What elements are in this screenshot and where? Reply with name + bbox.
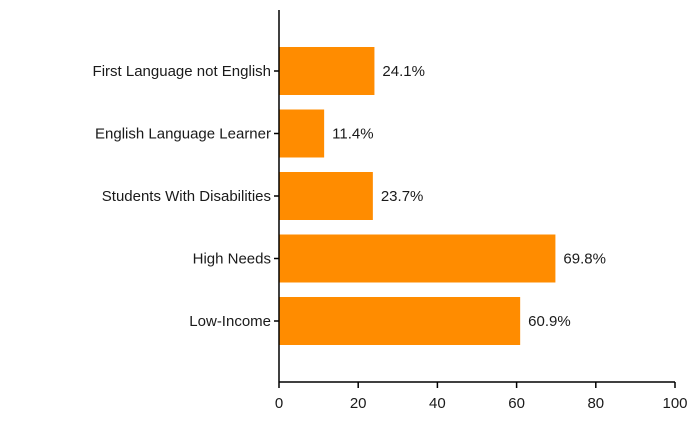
value-label-4: 60.9% xyxy=(528,313,571,330)
value-label-3: 69.8% xyxy=(563,251,606,268)
bar-2 xyxy=(279,172,373,220)
value-label-0: 24.1% xyxy=(382,63,425,80)
category-label-0: First Language not English xyxy=(93,63,271,80)
x-tick-label-1: 20 xyxy=(350,395,367,412)
x-tick-label-4: 80 xyxy=(587,395,604,412)
value-label-2: 23.7% xyxy=(381,188,424,205)
category-label-1: English Language Learner xyxy=(95,126,271,143)
category-label-2: Students With Disabilities xyxy=(102,188,271,205)
category-label-3: High Needs xyxy=(193,251,271,268)
x-tick-label-3: 60 xyxy=(508,395,525,412)
category-label-4: Low-Income xyxy=(189,313,271,330)
value-labels: 24.1% 11.4% 23.7% 69.8% 60.9% xyxy=(332,63,606,330)
bar-3 xyxy=(279,234,556,283)
category-labels: First Language not English English Langua… xyxy=(93,63,271,330)
bar-4 xyxy=(279,297,521,345)
x-tick-label-2: 40 xyxy=(429,395,446,412)
axes: 0 20 40 60 80 100 xyxy=(274,10,688,412)
bars xyxy=(279,47,556,345)
bar-1 xyxy=(279,109,325,158)
x-tick-label-5: 100 xyxy=(662,395,687,412)
value-label-1: 11.4% xyxy=(332,126,373,143)
bar-0 xyxy=(279,47,375,95)
x-tick-label-0: 0 xyxy=(275,395,283,412)
